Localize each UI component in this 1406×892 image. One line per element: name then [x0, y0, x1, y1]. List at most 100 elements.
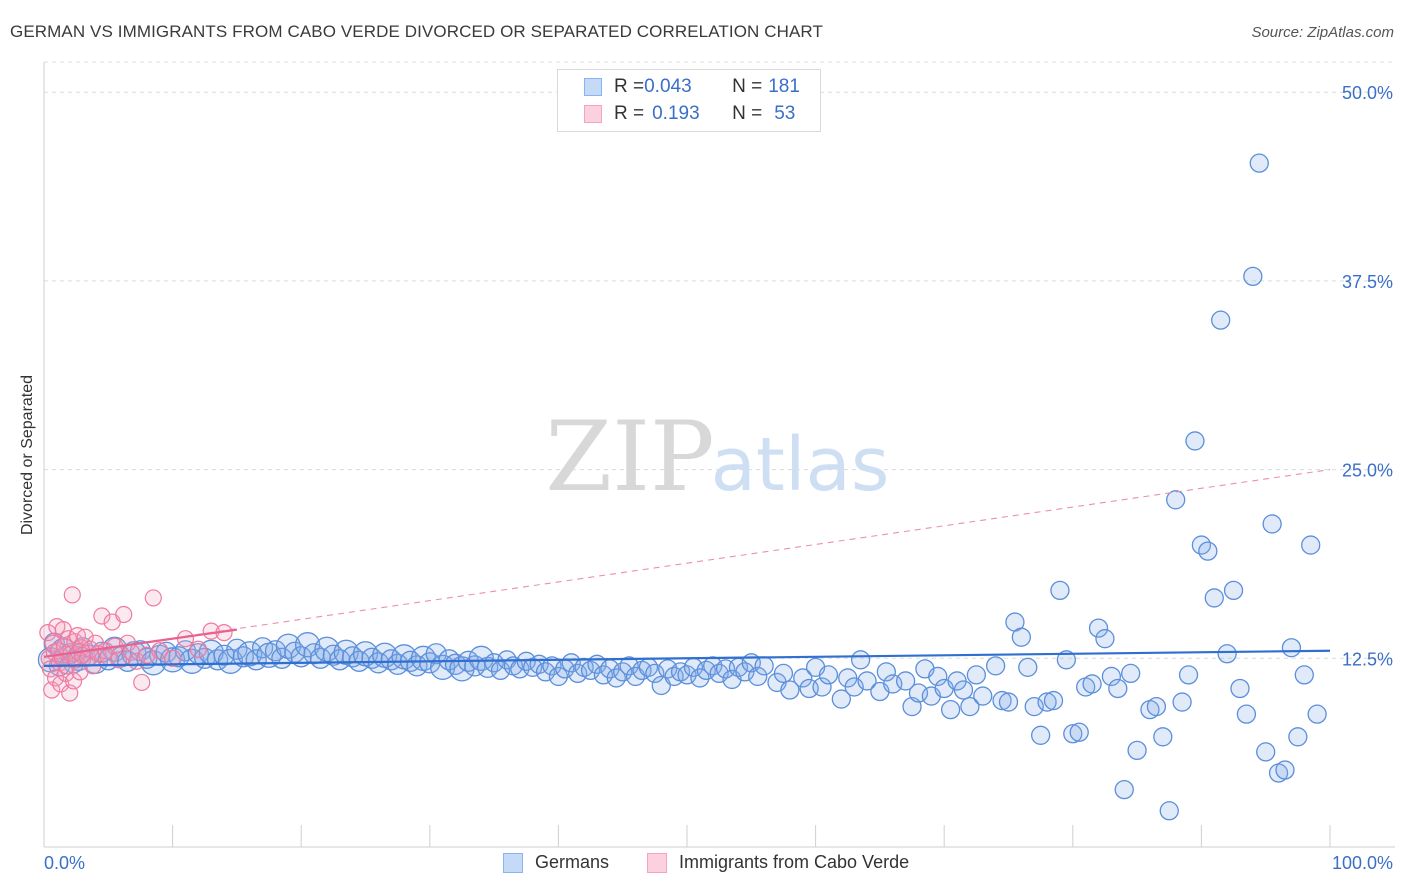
point-german — [1101, 666, 1122, 687]
legend-row-germans: R = 0.043 N = 181 — [584, 74, 800, 100]
point-german — [1108, 678, 1128, 699]
legend-swatch-cabo-verde — [584, 105, 602, 123]
bottom-legend-cabo-verde: Immigrants from Cabo Verde — [647, 852, 909, 873]
point-german — [1307, 704, 1327, 724]
legend-r-value: 0.043 — [644, 76, 692, 97]
point-german — [850, 650, 871, 670]
point-german — [1037, 692, 1057, 712]
point-german — [1256, 742, 1276, 762]
point-german — [1146, 696, 1167, 717]
point-german — [1230, 678, 1250, 699]
bottom-legend-label: Immigrants from Cabo Verde — [679, 852, 910, 872]
point-cabo-verde — [189, 640, 207, 658]
point-german — [1198, 541, 1218, 561]
point-german — [1301, 535, 1321, 555]
point-german — [1082, 674, 1102, 694]
point-cabo-verde — [115, 605, 133, 624]
series-cabo-verde — [39, 586, 233, 702]
legend-n-value: 53 — [774, 103, 796, 124]
point-german — [1056, 650, 1077, 670]
point-german — [1236, 704, 1257, 724]
point-german — [1088, 618, 1109, 638]
y-tick-label: 37.5% — [1342, 272, 1393, 292]
point-german — [1121, 663, 1141, 684]
point-german — [857, 671, 877, 691]
point-german — [940, 699, 961, 720]
x-tick-label: 100.0% — [1332, 853, 1393, 873]
watermark-zip: ZIP — [545, 401, 714, 513]
point-german — [1153, 727, 1173, 747]
point-cabo-verde — [138, 646, 156, 664]
y-tick-label: 25.0% — [1342, 461, 1393, 481]
point-german — [812, 677, 832, 697]
point-german — [1166, 490, 1186, 510]
point-german — [973, 686, 993, 706]
point-german — [773, 663, 794, 684]
point-german — [928, 666, 948, 687]
point-german — [237, 641, 263, 667]
point-cabo-verde — [164, 649, 182, 667]
point-german — [998, 692, 1019, 712]
point-german — [425, 643, 447, 665]
legend-n-label: N = — [732, 76, 763, 97]
point-german — [1050, 580, 1070, 601]
legend-row-cabo-verde: R = 0.193 N = 53 — [584, 101, 795, 127]
point-german — [1294, 665, 1314, 685]
grid-lines — [44, 61, 1395, 659]
point-german — [1063, 724, 1083, 744]
point-cabo-verde — [52, 675, 70, 693]
point-cabo-verde — [64, 672, 83, 690]
trend-line-cabo-verde — [43, 628, 238, 658]
point-german — [1069, 722, 1089, 742]
watermark-atlas: atlas — [711, 422, 890, 508]
point-german — [960, 696, 980, 717]
point-german — [1031, 725, 1051, 745]
point-german — [1011, 627, 1032, 647]
point-german — [1275, 760, 1295, 780]
point-cabo-verde — [144, 589, 162, 607]
point-german — [748, 666, 768, 687]
point-german — [1172, 692, 1192, 712]
y-tick-label: 50.0% — [1342, 83, 1393, 103]
point-cabo-verde — [109, 651, 128, 669]
point-german — [895, 671, 916, 691]
point-german — [1281, 638, 1302, 658]
bottom-legend-label: Germans — [535, 852, 610, 872]
bottom-legend-swatch-germans — [503, 852, 523, 873]
point-cabo-verde — [54, 621, 72, 639]
point-german — [1211, 310, 1231, 330]
point-german — [1243, 266, 1263, 287]
point-german — [953, 680, 974, 700]
point-german — [793, 668, 813, 688]
legend-n-label: N = — [732, 103, 763, 124]
point-german — [1178, 665, 1199, 685]
x-tick-label: 0.0% — [44, 853, 85, 873]
trend-lines — [43, 469, 1331, 667]
point-german — [1262, 514, 1282, 534]
chart-title: GERMAN VS IMMIGRANTS FROM CABO VERDE DIV… — [10, 22, 823, 41]
bottom-legend-germans: Germans — [503, 852, 609, 873]
point-german — [1159, 801, 1179, 821]
bottom-legend: Germans Immigrants from Cabo Verde — [0, 852, 1406, 878]
watermark: ZIP atlas — [545, 401, 889, 513]
point-german — [876, 662, 896, 682]
point-german — [1095, 629, 1115, 649]
point-german — [1114, 779, 1134, 800]
axes — [43, 62, 1395, 848]
legend-r-label: R = — [614, 76, 645, 97]
y-tick-label: 12.5% — [1342, 649, 1393, 669]
point-german — [690, 668, 710, 688]
point-german — [831, 689, 851, 709]
tick-labels: 12.5% 25.0% 37.5% 50.0% 0.0% 100.0% — [44, 83, 1393, 873]
point-cabo-verde — [133, 673, 151, 692]
point-german — [548, 666, 569, 687]
point-german — [985, 656, 1006, 676]
point-german — [818, 665, 839, 685]
point-german — [1223, 580, 1244, 601]
point-german — [754, 656, 774, 676]
point-german — [217, 648, 244, 674]
point-german — [1043, 690, 1064, 711]
trend-line-germans — [43, 649, 1331, 667]
point-german — [1185, 431, 1205, 451]
